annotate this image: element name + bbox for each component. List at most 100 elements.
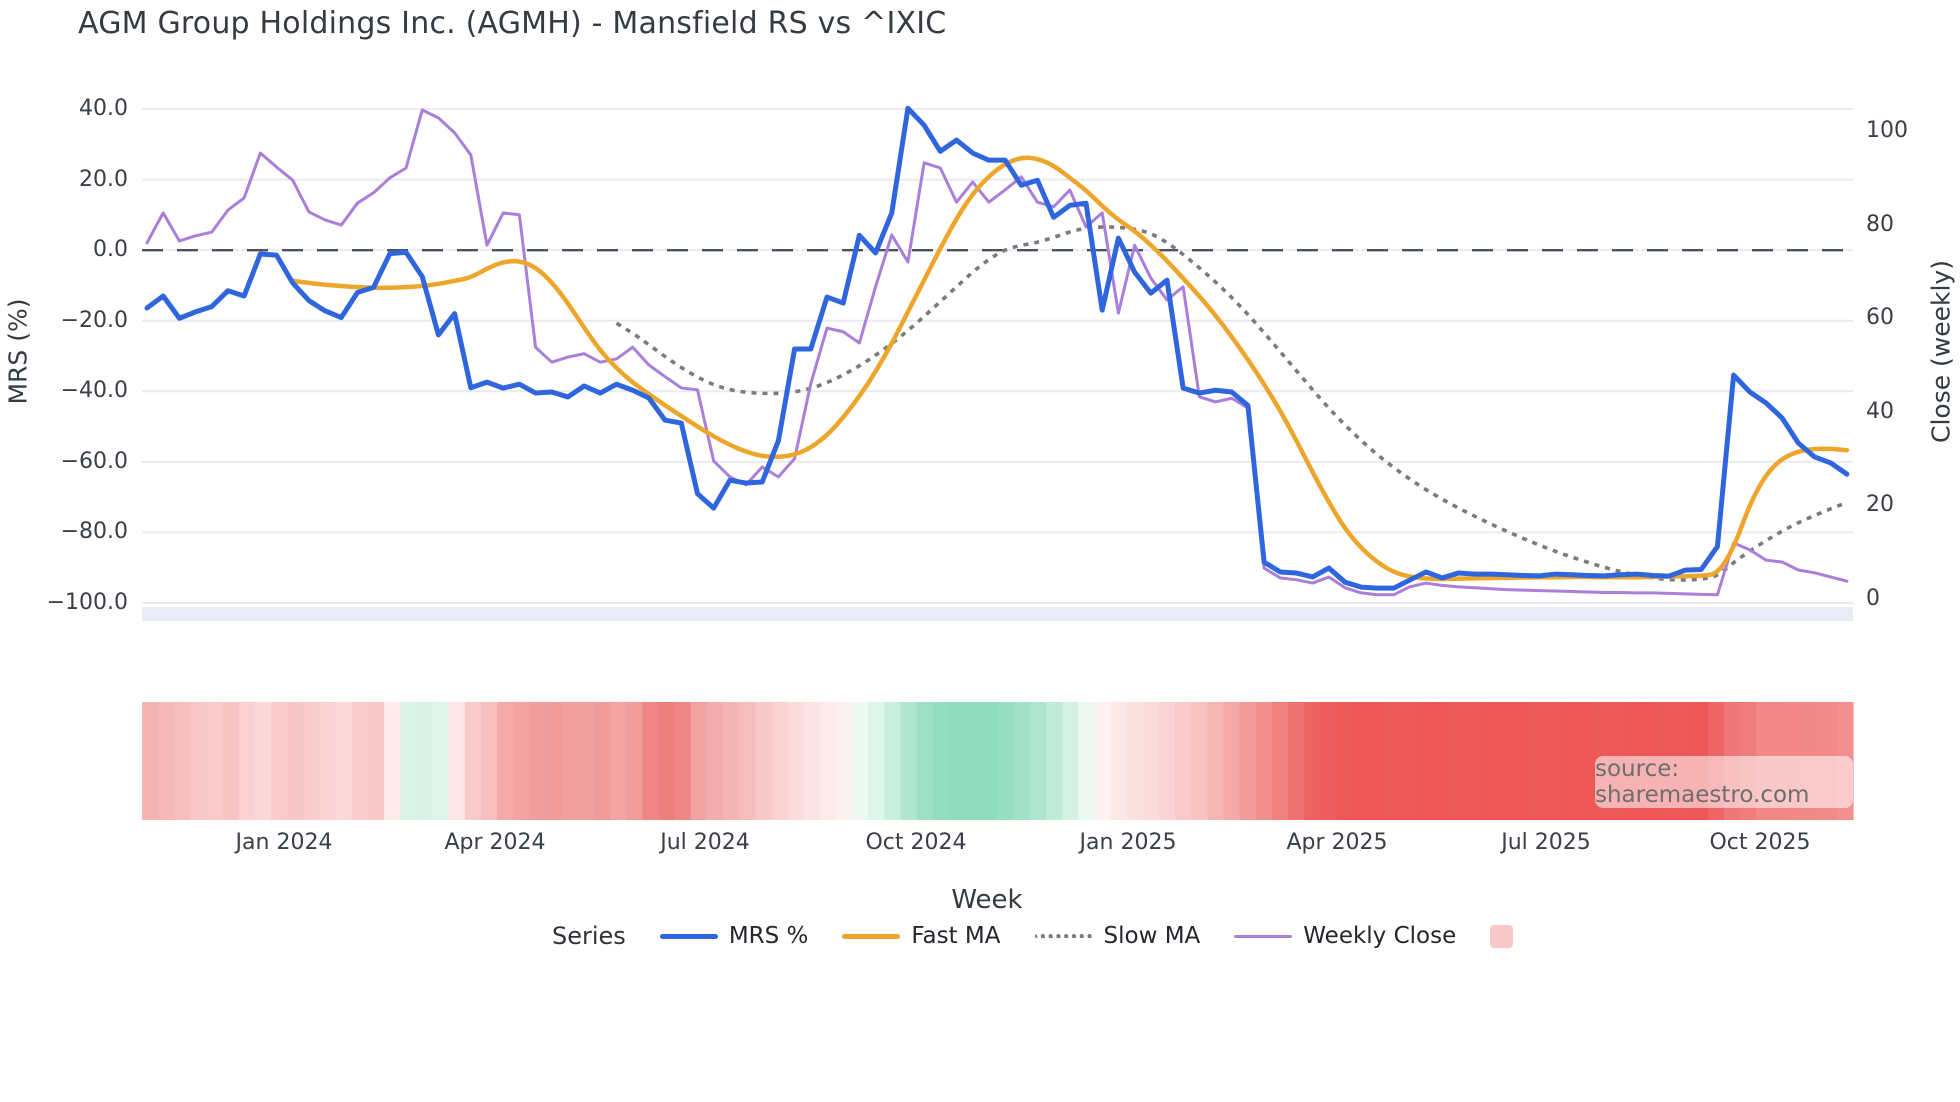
heat-cell [1578,702,1596,820]
heat-cell [1271,702,1289,820]
heat-cell [803,702,821,820]
heat-cell [642,702,660,820]
right-tick-label: 40 [1866,398,1894,424]
heat-cell [932,702,950,820]
legend: Series MRS % Fast MA Slow MA Weekly Close [552,922,1514,950]
left-tick-label: 0.0 [93,237,128,263]
right-tick-label: 20 [1866,492,1894,518]
heat-cell [949,702,966,820]
series-weekly-close [145,108,1849,597]
heat-cell [416,702,434,820]
heat-cell [319,702,337,820]
heat-cell [755,702,773,820]
heat-cell [1175,702,1192,820]
heat-cell [1497,702,1515,820]
legend-item-weekly-close[interactable]: Weekly Close [1234,923,1456,949]
heat-cell [222,702,240,820]
heat-cell [1530,702,1547,820]
legend-item-label: MRS % [728,923,809,949]
heat-cell [1223,702,1241,820]
heat-cell [997,702,1015,820]
left-tick-label: −40.0 [60,378,128,404]
heat-cell [529,702,547,820]
x-tick-label: Apr 2024 [444,830,546,855]
heat-cell [1449,702,1467,820]
chart-title: AGM Group Holdings Inc. (AGMH) - Mansfie… [78,6,947,41]
series-fast-ma [290,155,1850,582]
legend-item-slow-ma[interactable]: Slow MA [1034,923,1200,949]
heat-cell [771,702,789,820]
heat-cell [739,702,756,820]
heat-cell [1384,702,1402,820]
heat-cell [142,702,159,820]
left-tick-label: −80.0 [60,519,128,545]
right-tick-label: 0 [1866,586,1880,611]
right-tick-label: 80 [1866,211,1894,237]
heat-cell [674,702,692,820]
heat-cell [271,702,288,820]
dotted-line-swatch-icon [1034,934,1093,938]
heat-cell [432,702,450,820]
x-axis-title: Week [951,885,1023,915]
heat-cell [868,702,886,820]
heat-cell [174,702,192,820]
heat-cell [1126,702,1144,820]
heat-cell [1352,702,1370,820]
watermark: source: sharemaestro.com [1595,756,1853,808]
x-tick-label: Oct 2024 [865,830,967,855]
heat-cell [819,702,837,820]
legend-title: Series [552,922,626,950]
x-tick-label: Apr 2025 [1286,830,1388,855]
heat-cell [836,702,853,820]
heat-cell [1158,702,1176,820]
heat-cell [1191,702,1208,820]
heat-cell [690,702,708,820]
heat-cell [335,702,353,820]
axis-band [142,607,1853,621]
heat-cell [658,702,676,820]
heat-cell [351,702,369,820]
heat-cell [1142,702,1160,820]
heat-cell [610,702,627,820]
heat-cell [1562,702,1580,820]
heat-cell [190,702,208,820]
left-axis-title: MRS (%) [3,298,33,405]
heat-cell [1336,702,1354,820]
heat-cell [1433,702,1451,820]
legend-item-heat-swatch[interactable] [1490,924,1514,948]
heat-cell [1045,702,1063,820]
heat-cell [1546,702,1564,820]
heat-cell [367,702,385,820]
heat-cell [464,702,482,820]
series-slow-ma [615,225,1848,582]
right-axis-title: Close (weekly) [1926,260,1956,443]
heat-cell [400,702,418,820]
left-tick-label: −20.0 [60,307,128,333]
heat-cell [884,702,902,820]
heat-cell [965,702,982,820]
heatmap-swatch-icon [1490,924,1514,948]
legend-item-mrs-[interactable]: MRS % [659,923,809,949]
heat-cell [577,702,595,820]
heat-cell [1465,702,1483,820]
legend-items: MRS % Fast MA Slow MA Weekly Close [659,923,1514,949]
heat-cell [723,702,740,820]
left-tick-label: 20.0 [79,166,128,192]
heat-cell [1013,702,1031,820]
legend-item-fast-ma[interactable]: Fast MA [842,923,1001,949]
heat-cell [513,702,530,820]
legend-item-label: Fast MA [911,923,1001,949]
heat-cell [1029,702,1047,820]
heat-cell [303,702,321,820]
heat-cell [981,702,999,820]
heat-cell [287,702,305,820]
line-swatch-icon [842,933,901,939]
heat-cell [1481,702,1499,820]
heat-cell [1110,702,1128,820]
right-tick-label: 60 [1866,305,1894,331]
heat-cell [1078,702,1095,820]
left-tick-label: −60.0 [60,448,128,474]
heat-cell [1094,702,1112,820]
heat-cell [706,702,724,820]
